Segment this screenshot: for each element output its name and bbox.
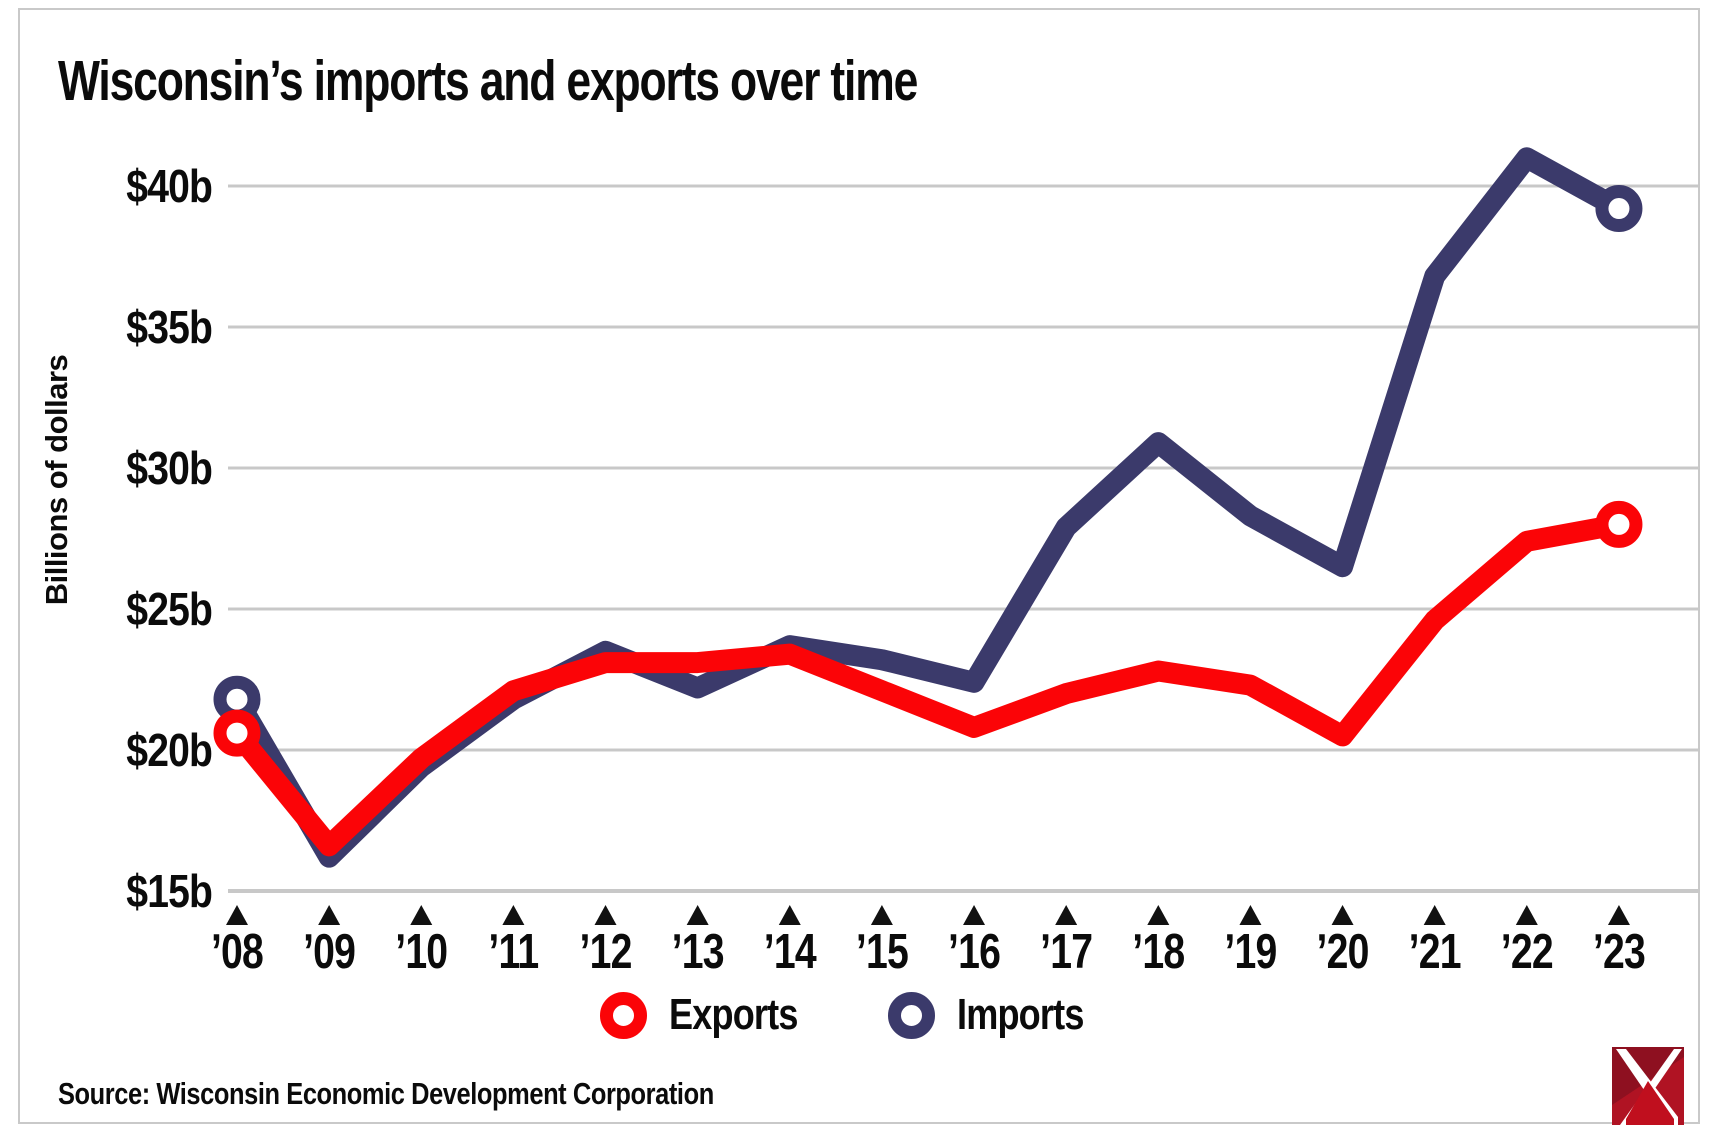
x-tick-label: ’08 <box>211 925 263 979</box>
year-triangle-icon <box>1607 905 1630 925</box>
year-triangle-icon <box>502 905 525 925</box>
y-tick-label: $15b <box>126 866 212 918</box>
x-tick-label: ’20 <box>1317 925 1369 979</box>
publisher-logo <box>1612 1047 1684 1125</box>
y-tick-label: $30b <box>126 443 212 495</box>
year-triangle-icon <box>226 905 248 925</box>
source-attribution: Source: Wisconsin Economic Development C… <box>58 1076 714 1111</box>
legend: Exports Imports <box>0 990 1712 1040</box>
legend-item-imports: Imports <box>888 990 1111 1040</box>
year-triangle-icon <box>1147 905 1170 925</box>
x-tick-label: ’19 <box>1224 925 1276 979</box>
year-triangle-icon <box>1055 905 1078 925</box>
exports-ring-icon <box>600 991 648 1039</box>
y-tick-label: $35b <box>126 302 212 354</box>
year-triangle-icon <box>1515 905 1538 925</box>
x-tick-label: ’11 <box>488 925 538 979</box>
chart-title: Wisconsin’s imports and exports over tim… <box>58 49 918 113</box>
legend-label-exports: Exports <box>669 990 799 1039</box>
year-triangle-icon <box>1423 905 1446 925</box>
year-triangle-icon <box>1331 905 1354 925</box>
x-tick-label: ’12 <box>579 925 631 979</box>
y-tick-label: $25b <box>126 584 212 636</box>
exports-endpoint-marker <box>1595 500 1643 548</box>
y-tick-label: $40b <box>126 161 212 213</box>
x-tick-label: ’10 <box>395 925 447 979</box>
x-tick-label: ’23 <box>1593 925 1645 979</box>
x-tick-label: ’18 <box>1132 925 1184 979</box>
year-triangle-icon <box>870 905 893 925</box>
year-triangle-icon <box>686 905 709 925</box>
x-tick-label: ’22 <box>1501 925 1553 979</box>
x-tick-label: ’09 <box>303 925 355 979</box>
x-tick-label: ’17 <box>1040 925 1092 979</box>
exports-endpoint-marker <box>213 709 261 757</box>
imports-ring-icon <box>888 991 936 1039</box>
imports-endpoint-marker <box>1595 185 1643 233</box>
x-tick-label: ’14 <box>764 925 817 979</box>
x-tick-label: ’21 <box>1409 925 1461 979</box>
x-tick-label: ’16 <box>948 925 1000 979</box>
legend-label-imports: Imports <box>957 990 1084 1039</box>
exports-line <box>226 513 1630 857</box>
year-triangle-icon <box>778 905 801 925</box>
year-triangle-icon <box>410 905 433 925</box>
legend-item-exports: Exports <box>600 990 826 1040</box>
x-tick-label: ’13 <box>672 925 724 979</box>
year-triangle-icon <box>1239 905 1262 925</box>
year-triangle-icon <box>963 905 986 925</box>
year-triangle-icon <box>594 905 617 925</box>
x-tick-label: ’15 <box>856 925 908 979</box>
y-tick-label: $20b <box>126 725 212 777</box>
year-triangle-icon <box>318 905 341 925</box>
